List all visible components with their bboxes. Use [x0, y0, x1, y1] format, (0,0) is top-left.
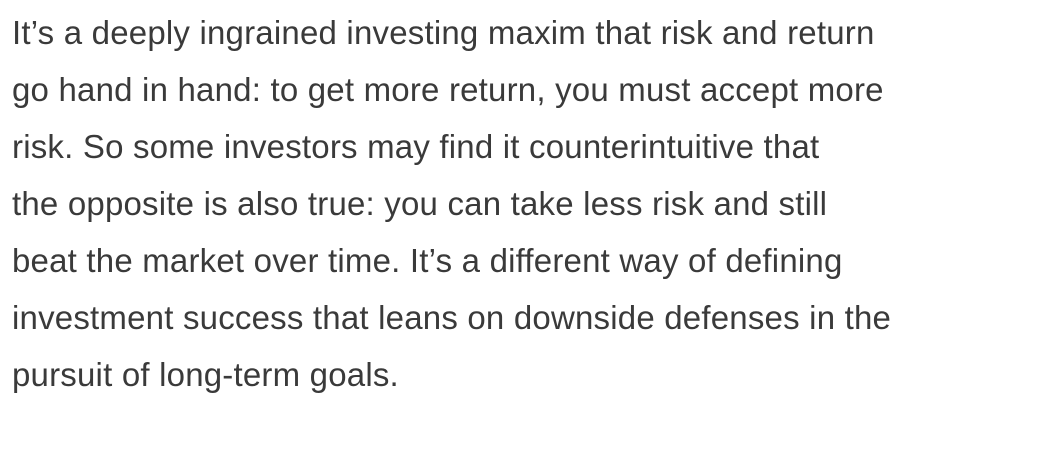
- text-line: risk. So some investors may find it coun…: [12, 128, 820, 165]
- text-line: investment success that leans on downsid…: [12, 299, 892, 336]
- text-line: go hand in hand: to get more return, you…: [12, 71, 884, 108]
- text-line: the opposite is also true: you can take …: [12, 185, 828, 222]
- text-line: pursuit of long-term goals.: [12, 356, 399, 393]
- text-line: beat the market over time. It’s a differ…: [12, 242, 843, 279]
- text-line: It’s a deeply ingrained investing maxim …: [12, 14, 875, 51]
